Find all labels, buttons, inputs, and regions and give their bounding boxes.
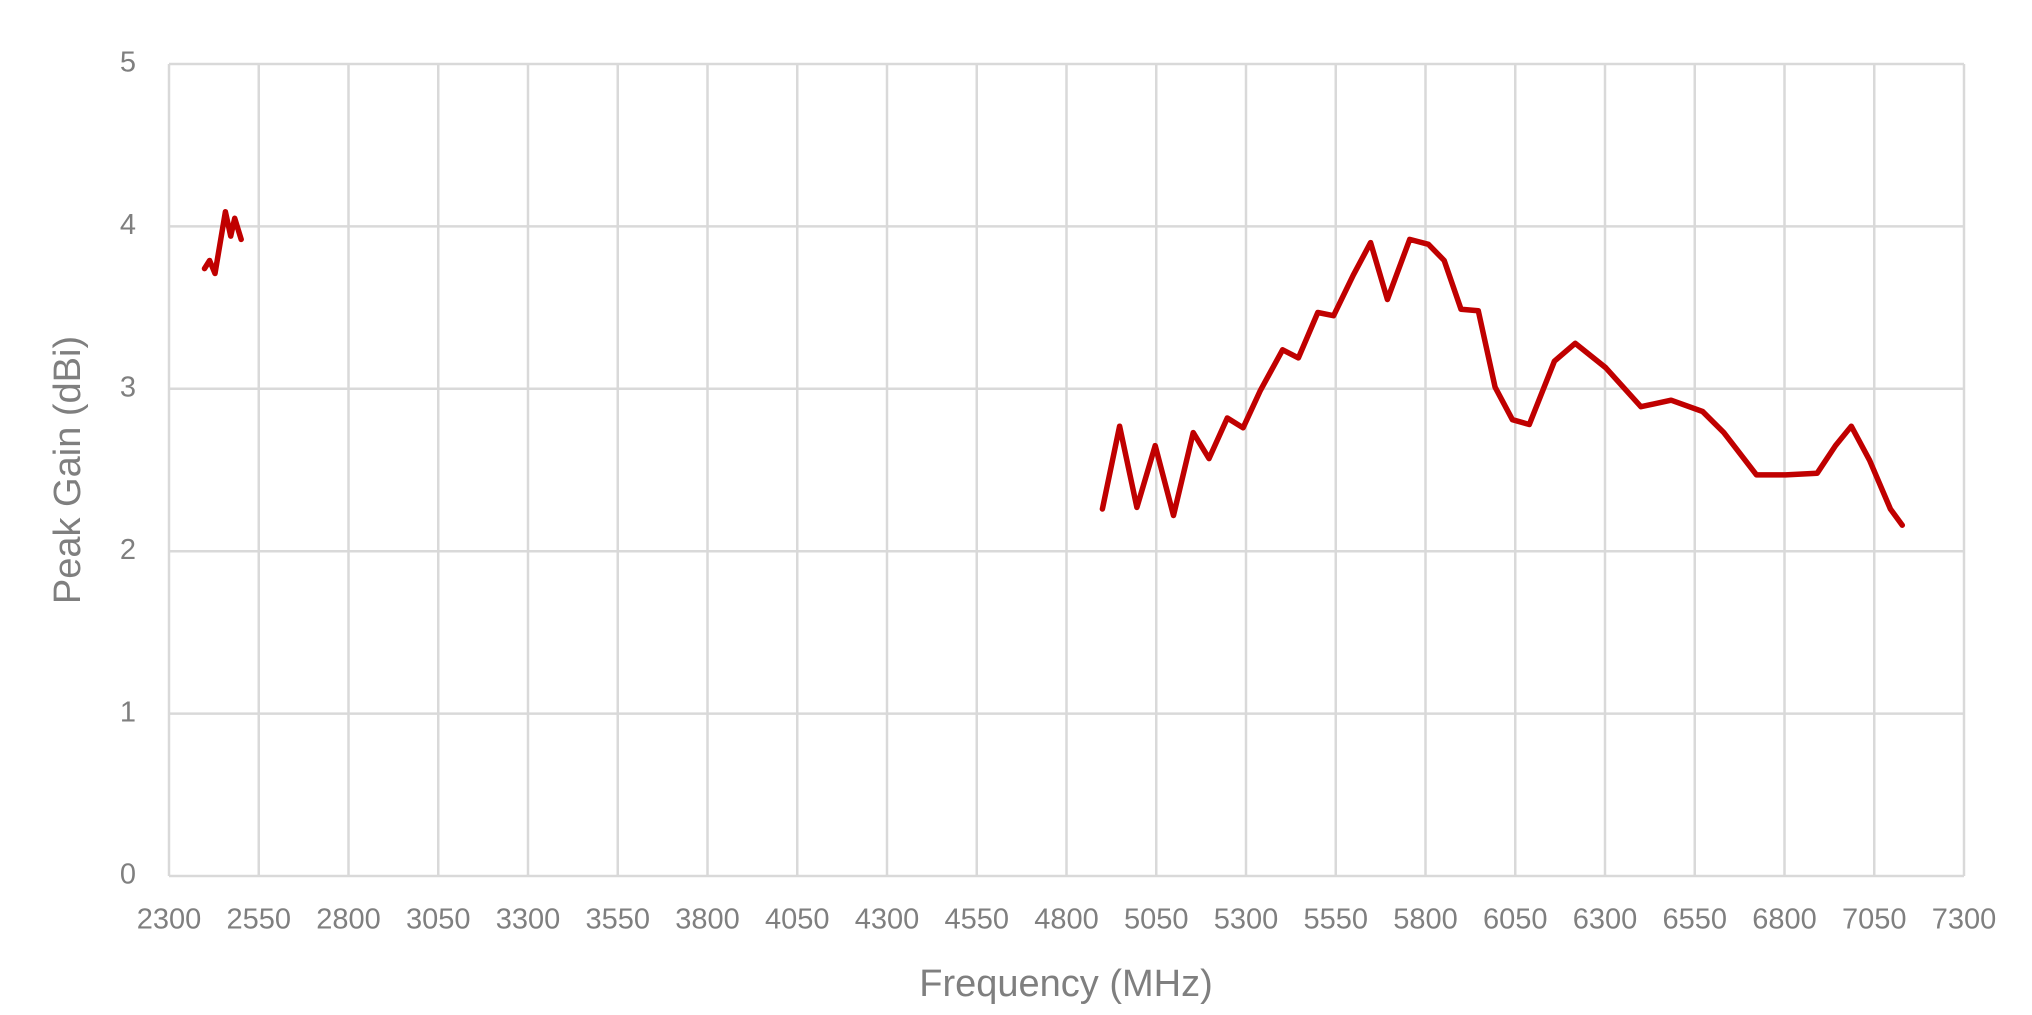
x-tick-label: 7050	[1842, 904, 1907, 936]
y-tick-label: 4	[120, 209, 136, 241]
x-tick-label: 6300	[1573, 904, 1638, 936]
x-tick-label: 5050	[1124, 904, 1189, 936]
x-tick-label: 2800	[316, 904, 381, 936]
x-tick-label: 6550	[1662, 904, 1727, 936]
x-tick-label: 4550	[944, 904, 1009, 936]
y-tick-label: 0	[120, 859, 136, 891]
x-tick-label: 4050	[765, 904, 830, 936]
data-line	[201, 209, 1906, 528]
x-tick-label: 5550	[1303, 904, 1368, 936]
x-tick-label: 2550	[226, 904, 291, 936]
x-tick-label: 6050	[1483, 904, 1548, 936]
x-tick-label: 3300	[496, 904, 561, 936]
x-axis-title: Frequency (MHz)	[919, 963, 1213, 1005]
y-tick-label: 3	[120, 371, 136, 403]
x-tick-label: 5800	[1393, 904, 1458, 936]
x-tick-label: 4300	[855, 904, 920, 936]
x-tick-label: 3550	[585, 904, 650, 936]
x-tick-label: 3800	[675, 904, 740, 936]
y-tick-label: 5	[120, 47, 136, 79]
x-tick-label: 3050	[406, 904, 471, 936]
y-tick-label: 1	[120, 696, 136, 728]
x-tick-label: 4800	[1034, 904, 1099, 936]
x-tick-label: 2300	[137, 904, 202, 936]
x-tick-label: 7300	[1932, 904, 1997, 936]
x-tick-label: 6800	[1752, 904, 1817, 936]
y-tick-label: 2	[120, 534, 136, 566]
x-tick-label: 5300	[1214, 904, 1279, 936]
y-axis-title: Peak Gain (dBi)	[47, 336, 89, 604]
